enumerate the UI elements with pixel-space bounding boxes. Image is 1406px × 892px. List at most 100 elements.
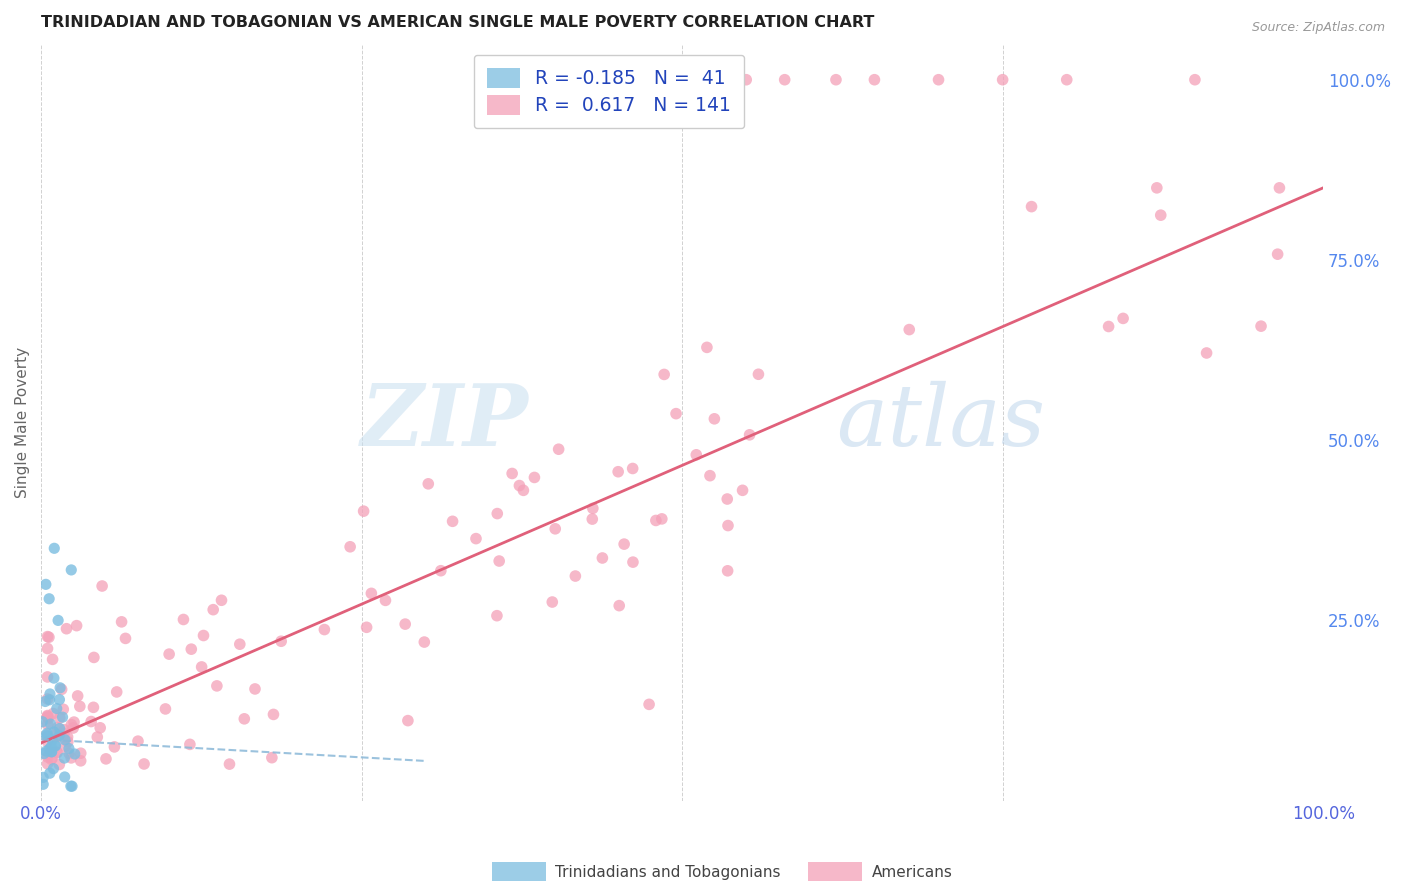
Point <box>49 681 72 695</box>
Point <box>1021 200 1043 214</box>
Point <box>37 708 59 723</box>
Point <box>32 747 55 761</box>
Point <box>1056 72 1078 87</box>
Point <box>488 554 510 568</box>
Point <box>41 745 63 759</box>
Point <box>418 476 440 491</box>
Point <box>37 692 59 706</box>
Point <box>62 721 84 735</box>
Point <box>1195 346 1218 360</box>
Point <box>51 682 73 697</box>
Point <box>394 617 416 632</box>
Point <box>1267 247 1289 261</box>
Point <box>193 628 215 642</box>
Point <box>582 501 605 516</box>
Point <box>430 564 453 578</box>
Point <box>501 467 523 481</box>
Point <box>45 701 67 715</box>
Point <box>716 491 738 506</box>
Point <box>39 752 62 766</box>
Point <box>991 72 1014 87</box>
Point <box>48 722 70 736</box>
Point <box>613 537 636 551</box>
Point <box>591 551 613 566</box>
Point <box>645 72 668 87</box>
Point <box>53 739 76 754</box>
Point <box>1250 319 1272 334</box>
Point <box>82 700 104 714</box>
Point <box>53 726 76 740</box>
Point <box>69 699 91 714</box>
Point <box>360 586 382 600</box>
Point <box>699 468 721 483</box>
Point <box>32 777 55 791</box>
Point <box>56 730 79 744</box>
Point <box>132 756 155 771</box>
Point <box>512 483 534 498</box>
Point <box>374 593 396 607</box>
Point <box>41 652 63 666</box>
Point <box>731 483 754 498</box>
Point <box>38 630 60 644</box>
Point <box>103 739 125 754</box>
Point <box>262 707 284 722</box>
Point <box>652 368 675 382</box>
Point <box>37 750 59 764</box>
Point <box>564 569 586 583</box>
Point <box>696 72 718 87</box>
Point <box>86 730 108 744</box>
Point <box>413 635 436 649</box>
Point <box>60 717 83 731</box>
Point <box>65 618 87 632</box>
Point <box>37 710 59 724</box>
Point <box>38 766 60 780</box>
Point <box>229 637 252 651</box>
Point <box>48 729 70 743</box>
Point <box>35 744 58 758</box>
Y-axis label: Single Male Poverty: Single Male Poverty <box>15 347 30 498</box>
Point <box>42 762 65 776</box>
Point <box>37 729 59 743</box>
Point <box>37 711 59 725</box>
Text: Americans: Americans <box>872 865 953 880</box>
Text: Trinidadians and Tobagonians: Trinidadians and Tobagonians <box>555 865 780 880</box>
Point <box>37 641 59 656</box>
Point <box>56 735 79 749</box>
Point <box>52 702 75 716</box>
Point <box>1097 319 1119 334</box>
Point <box>1146 181 1168 195</box>
Point <box>703 412 725 426</box>
Point <box>55 622 77 636</box>
Point <box>37 726 59 740</box>
Point <box>621 555 644 569</box>
Point <box>83 650 105 665</box>
Point <box>41 751 63 765</box>
Point <box>1112 311 1135 326</box>
Point <box>69 754 91 768</box>
Point <box>105 685 128 699</box>
Point <box>541 595 564 609</box>
Point <box>485 608 508 623</box>
Point <box>863 72 886 87</box>
Point <box>94 752 117 766</box>
Point <box>51 710 73 724</box>
Point <box>685 448 707 462</box>
Point <box>48 711 70 725</box>
Point <box>44 541 66 556</box>
Point <box>205 679 228 693</box>
Point <box>37 717 59 731</box>
Point <box>60 779 83 793</box>
Text: Source: ZipAtlas.com: Source: ZipAtlas.com <box>1251 21 1385 35</box>
Point <box>696 340 718 354</box>
Point <box>91 579 114 593</box>
Point <box>651 512 673 526</box>
Point <box>243 681 266 696</box>
Point <box>53 723 76 737</box>
Point <box>37 734 59 748</box>
Point <box>59 779 82 793</box>
Point <box>353 504 375 518</box>
Point <box>58 741 80 756</box>
Point <box>35 728 58 742</box>
Point <box>339 540 361 554</box>
Point <box>60 751 83 765</box>
